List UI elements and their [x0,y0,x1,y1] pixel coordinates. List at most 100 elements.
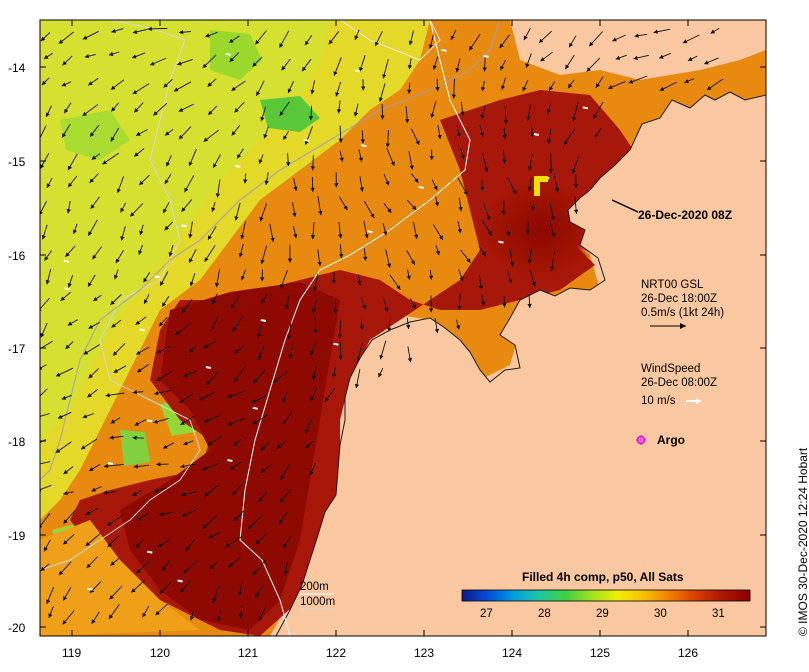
current-arrow-head [434,328,440,333]
current-arrow-head [548,169,554,174]
current-arrow-head [284,304,290,310]
current-arrow-head [135,320,141,325]
lat-label-20: -20 [8,621,26,635]
current-arrow-head [202,524,208,529]
current-arrow-head [56,372,61,377]
current-arrow-head [87,393,92,398]
current-arrow-head [181,308,186,314]
current-arrow-head [156,377,161,381]
current-arrow-head [255,592,260,598]
current-arrow-head [163,208,168,214]
current-arrow-head [407,357,413,363]
sst-green-patch-3 [60,110,130,160]
current-arrow-head [478,285,484,290]
current-arrow-head [276,444,282,449]
lon-label-122: 122 [326,646,346,660]
current-arrow-head [704,60,709,65]
current-arrow-head [565,64,570,70]
current-arrow-head [313,286,318,291]
lon-label-121: 121 [238,646,258,660]
current-arrow-head [156,349,162,354]
current-arrow-head [188,161,193,167]
current-arrow-head [304,140,309,145]
current-arrow-head [163,444,168,449]
lat-label-17: -17 [8,342,26,356]
current-arrow-head [120,236,125,241]
sst-green-patch-4 [120,430,150,466]
wind-arrow [533,133,539,136]
current-arrow-head [133,464,138,469]
contour-200-label: 200m [300,581,329,593]
current-arrow-head [181,492,186,497]
current-arrow-head [278,519,283,525]
current-arrow-head [68,165,72,171]
current-arrow-head [107,521,112,526]
current-arrow-head [228,562,234,568]
current-arrow-head [385,180,390,186]
current-arrow-head [258,497,263,502]
current-arrow-head [258,616,263,621]
wind-arrow [147,550,153,554]
current-arrow-head [205,33,210,38]
current-arrow-head [143,277,148,283]
current-arrow-head [508,278,513,283]
current-arrow-head [710,29,716,34]
current-arrow-head [337,334,342,339]
current-arrow-head [304,40,309,46]
current-arrow-head [360,139,365,144]
current-arrow-head [132,435,137,440]
current-arrow-head [357,280,362,286]
current-arrow-head [310,89,315,95]
current-arrow [40,388,48,397]
current-arrow-head [310,351,315,356]
wind-arrow [333,342,339,346]
current-arrow-head [131,588,136,593]
current-arrow-head [385,143,390,148]
current-arrow-head [41,235,46,240]
current-arrow-head [328,39,333,45]
current-arrow-head [139,230,144,235]
axis-ticks [40,20,766,636]
current-arrow-head [407,64,413,70]
current-arrow-head [231,86,236,91]
current-arrow-head [178,107,184,112]
current-arrow-head [547,139,552,144]
wind-arrow [260,319,266,322]
current-arrow-head [238,614,244,619]
current-arrow-head [339,254,344,259]
current-arrow-head [204,492,209,497]
current-arrow-head [154,488,159,493]
current-arrow-head [310,235,316,240]
current-arrow-head [486,216,491,221]
current-arrow-head [286,335,292,340]
current-arrow-head [63,540,68,545]
current-arrow-head [203,137,209,142]
current-arrow-head [103,490,108,495]
current-arrow-head [85,541,91,546]
current-arrow-head [91,619,96,624]
current-arrow-head [258,159,263,164]
current-arrow-head [333,309,338,314]
current-arrow-head [331,279,336,284]
current-arrow-head [134,108,139,113]
current-arrow-head [240,234,245,240]
current-arrow-head [343,205,348,211]
current-arrow-head [659,54,664,59]
current-arrow-head [386,263,392,268]
current-arrow-head [46,599,51,604]
current-arrow-head [232,326,237,332]
plot-frame [39,19,767,637]
current-arrow-head [279,284,285,289]
current-arrow-head [309,470,314,476]
current-arrow-head [526,116,531,121]
current-arrow-head [105,393,110,398]
current-arrow-head [212,598,217,603]
current-arrow-head [312,375,317,380]
current-arrow-head [430,113,435,118]
current-arrow-head [178,134,184,140]
current-arrow-head [455,325,461,330]
current-arrow-head [136,543,141,548]
current-arrow-head [63,491,68,496]
current-arrow-head [215,193,221,198]
current-arrow-head [115,258,120,264]
